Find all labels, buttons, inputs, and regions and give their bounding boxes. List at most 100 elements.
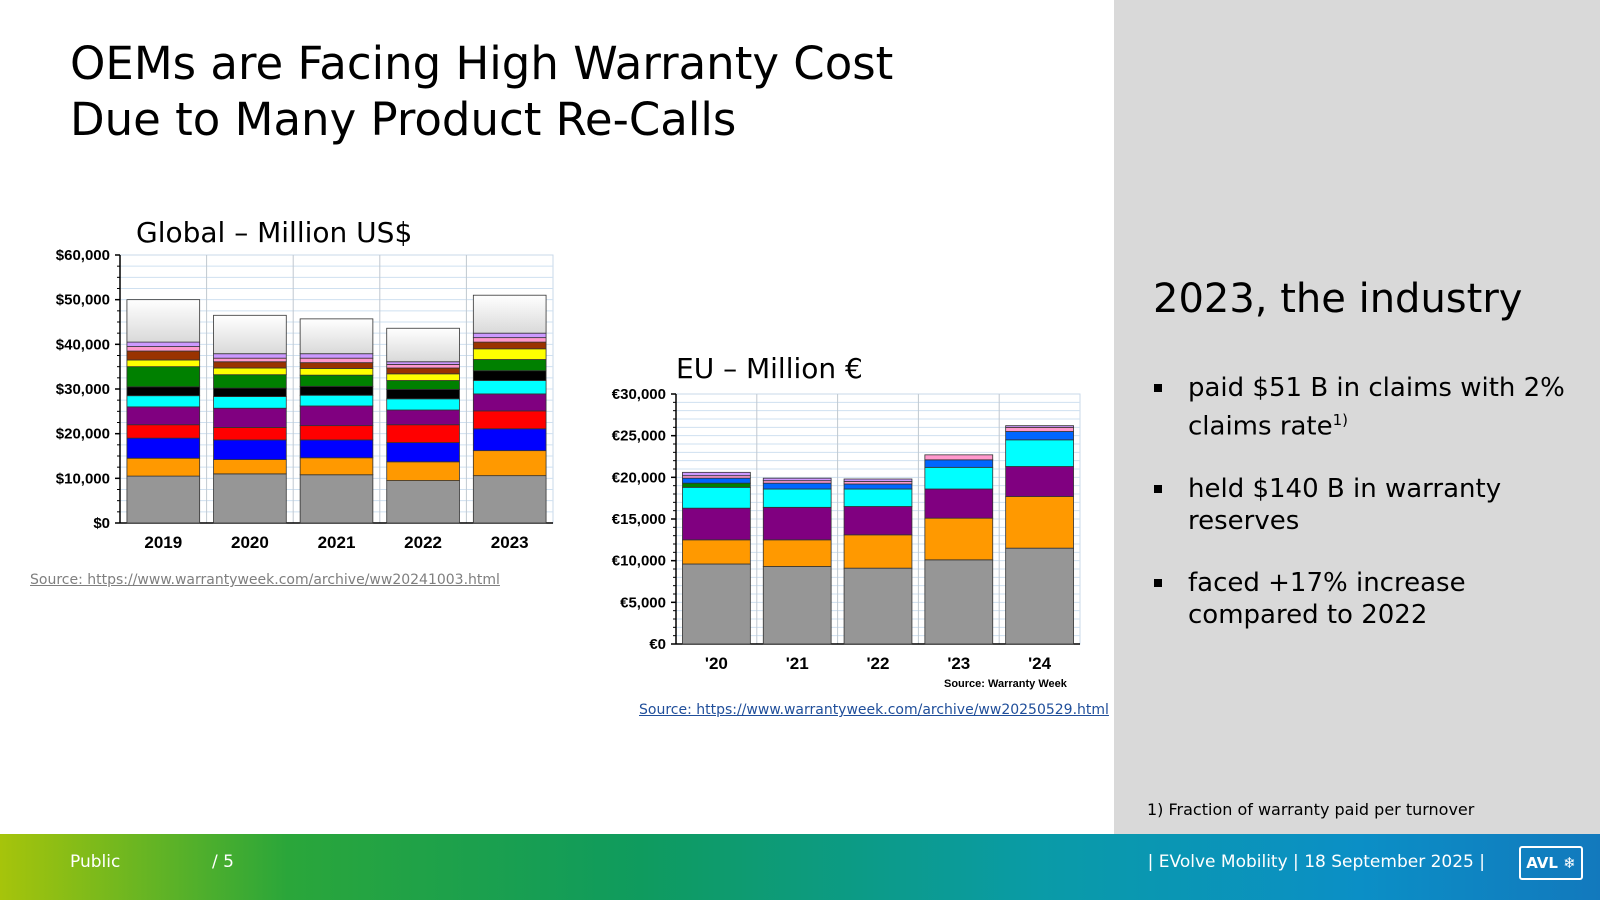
summary-bullets: paid $51 B in claims with 2% claims rate… [1152, 372, 1572, 661]
x-tick-label: 2020 [231, 533, 269, 552]
bar-segment [1005, 426, 1074, 432]
bullet-reserves: held $140 B in warranty reserves [1152, 473, 1572, 537]
bullet-text: faced +17% increase compared to 2022 [1188, 567, 1466, 630]
x-tick-label: '24 [1028, 654, 1051, 673]
panel-heading: 2023, the industry [1153, 276, 1523, 322]
bar-segment [213, 473, 287, 524]
bar-segment [682, 477, 751, 484]
bar-segment [762, 566, 832, 645]
x-tick-label: 2021 [318, 533, 356, 552]
global-source-link[interactable]: Source: https://www.warrantyweek.com/arc… [30, 572, 500, 588]
bar-segment [386, 373, 460, 381]
avl-logo: AVL ❄ [1519, 846, 1583, 880]
bullet-increase: faced +17% increase compared to 2022 [1152, 567, 1572, 631]
bar-segment [472, 341, 547, 350]
bar-segment [213, 407, 287, 428]
bar-segment [762, 539, 832, 567]
global-chart-title: Global – Million US$ [132, 216, 417, 249]
x-tick-label: '22 [867, 654, 890, 673]
avl-logo-text: AVL [1526, 854, 1558, 872]
bar-segment [924, 559, 994, 645]
bar-segment [924, 517, 994, 561]
bar-segment [386, 424, 460, 444]
bar-segment [213, 374, 287, 389]
warranty-week-note: Source: Warranty Week [944, 678, 1067, 690]
y-tick-label: €10,000 [612, 553, 666, 570]
bar-segment [472, 294, 547, 334]
bar-segment [1005, 547, 1074, 645]
bar-segment [213, 387, 287, 397]
bar-segment [213, 361, 287, 369]
bar-segment [843, 534, 913, 569]
bar-segment [472, 370, 547, 381]
y-tick-label: €15,000 [612, 511, 666, 528]
bar-segment [762, 506, 832, 541]
bar-segment [1005, 496, 1074, 549]
y-tick-label: $60,000 [56, 247, 110, 264]
bar-segment [126, 424, 201, 439]
y-tick-label: $50,000 [56, 292, 110, 309]
bar-segment [386, 361, 460, 365]
bar-segment [472, 332, 547, 339]
bar-segment [126, 359, 201, 368]
bar-segment [1005, 425, 1074, 428]
bar-segment [213, 459, 287, 475]
bar-segment [299, 439, 374, 459]
avl-snowflake-icon: ❄ [1563, 854, 1576, 872]
bullet-text: held $140 B in warranty reserves [1188, 473, 1502, 536]
bar-segment [386, 367, 460, 375]
bar-segment [762, 488, 832, 508]
bar-segment [299, 318, 374, 355]
x-tick-label: '20 [705, 654, 728, 673]
bar-segment [843, 478, 913, 482]
x-tick-label: 2019 [144, 533, 182, 552]
bar-segment [213, 367, 287, 376]
eu-chart-title: EU – Million € [672, 352, 867, 385]
bar-segment [386, 380, 460, 390]
x-tick-label: '21 [786, 654, 809, 673]
bar-segment [924, 454, 994, 461]
bar-segment [682, 507, 751, 541]
bar-segment [126, 299, 201, 343]
bar-segment [386, 389, 460, 400]
bar-segment [472, 337, 547, 343]
bar-segment [386, 398, 460, 411]
classification-label: Public [70, 852, 121, 872]
y-tick-label: $40,000 [56, 336, 110, 353]
bar-segment [472, 393, 547, 412]
bar-segment [762, 482, 832, 490]
bar-segment [299, 368, 374, 376]
bar-segment [924, 466, 994, 490]
bar-segment [126, 457, 201, 477]
bar-segment [1005, 431, 1074, 441]
eu-source-link[interactable]: Source: https://www.warrantyweek.com/arc… [639, 702, 1109, 718]
bullet-claims: paid $51 B in claims with 2% claims rate… [1152, 372, 1572, 443]
y-tick-label: $20,000 [56, 426, 110, 443]
x-tick-label: '23 [947, 654, 970, 673]
bar-segment [472, 475, 547, 524]
bar-segment [126, 341, 201, 347]
page-number: / 5 [212, 852, 234, 872]
bar-segment [299, 474, 374, 524]
title-line-1: OEMs are Facing High Warranty Cost [70, 37, 894, 90]
bar-segment [843, 483, 913, 490]
bar-segment [386, 442, 460, 463]
summary-panel: 2023, the industry paid $51 B in claims … [1114, 0, 1600, 834]
bar-segment [126, 395, 201, 408]
bar-segment [213, 396, 287, 409]
slide-title: OEMs are Facing High Warranty Cost Due t… [70, 36, 893, 148]
bar-segment [299, 457, 374, 476]
bar-segment [213, 357, 287, 363]
bar-segment [299, 362, 374, 369]
bullet-square-icon [1154, 578, 1162, 587]
y-tick-label: €0 [649, 636, 666, 653]
bar-segment [682, 482, 751, 488]
bar-segment [126, 475, 201, 524]
title-line-2: Due to Many Product Re-Calls [70, 93, 737, 146]
bar-segment [1005, 466, 1074, 497]
bar-segment [213, 439, 287, 460]
bullet-square-icon [1154, 384, 1162, 392]
y-tick-label: €25,000 [612, 428, 666, 445]
bar-segment [843, 506, 913, 536]
bar-segment [472, 428, 547, 452]
